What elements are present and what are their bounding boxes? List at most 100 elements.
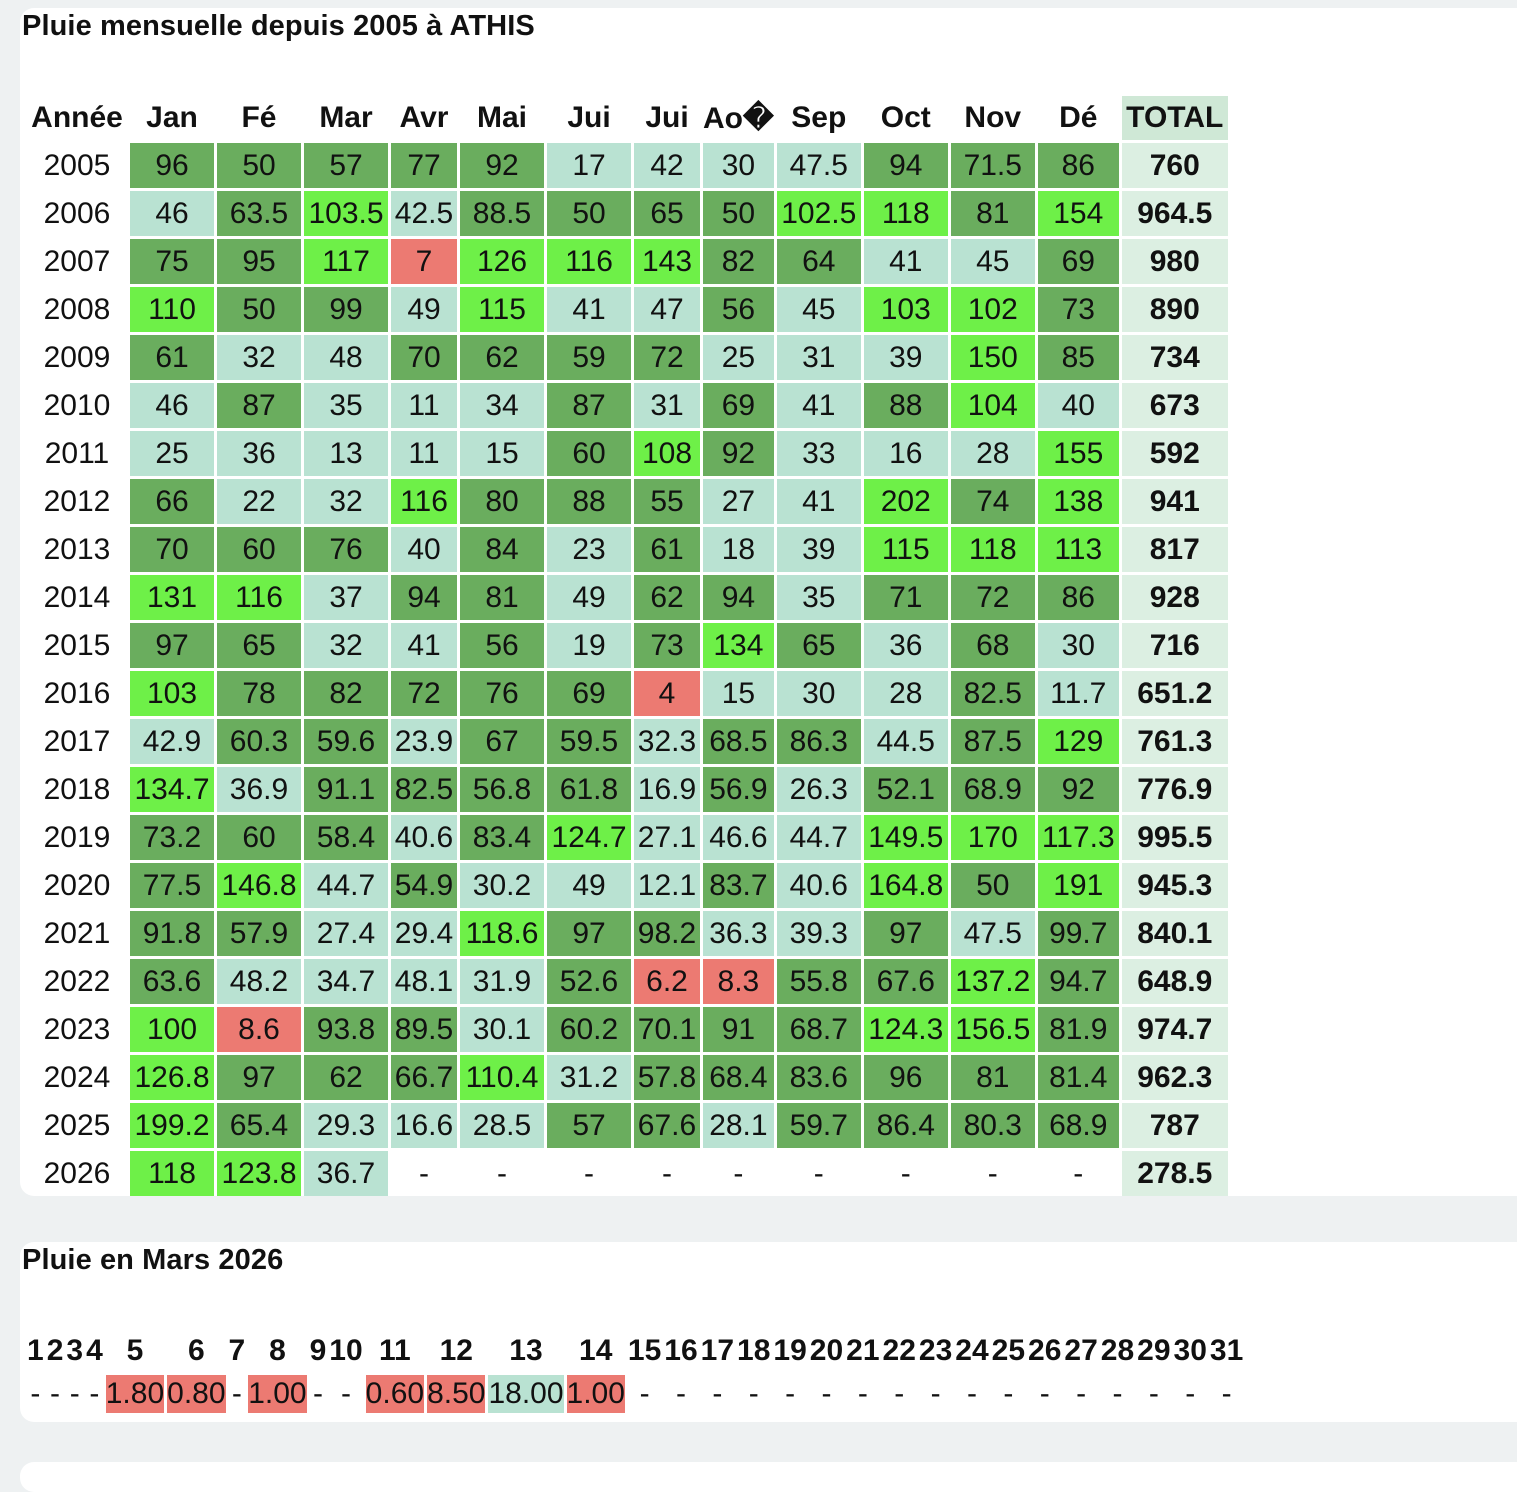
daily-value-cell: -	[1185, 1377, 1196, 1410]
rain-value-cell: 18	[703, 527, 774, 572]
rain-value-cell: 56.9	[703, 767, 774, 812]
rain-value-cell: 91.8	[130, 911, 214, 956]
rain-value-cell: 39.3	[776, 911, 861, 956]
day-header: 12	[439, 1334, 473, 1367]
rain-value-cell: 156.5	[950, 1007, 1035, 1052]
rain-value-cell: 70.1	[634, 1007, 700, 1052]
rain-value-cell: 117	[304, 239, 388, 284]
daily-value-cell: -	[930, 1377, 941, 1410]
rain-value-cell: 44.7	[304, 863, 388, 908]
year-cell: 2024	[43, 1060, 111, 1094]
daily-value-cell: -	[748, 1377, 759, 1410]
rain-value-cell: 72	[950, 575, 1035, 620]
daily-value-cell: -	[639, 1377, 650, 1410]
rain-value-cell: 29.3	[304, 1103, 388, 1148]
rain-value-cell: 70	[391, 335, 457, 380]
rain-value-cell: 61.8	[547, 767, 631, 812]
rain-value-cell: 36	[863, 623, 948, 668]
rain-value-cell: 126	[460, 239, 544, 284]
rain-value-cell: 15	[460, 431, 544, 476]
rain-value-cell: 35	[776, 575, 861, 620]
rain-value-cell: 81	[460, 575, 544, 620]
rain-value-cell: 137.2	[950, 959, 1035, 1004]
year-cell: 2016	[43, 676, 111, 710]
rain-value-cell: 71.5	[950, 143, 1035, 188]
rain-value-cell: 78	[217, 671, 301, 716]
rain-value-cell: 61	[634, 527, 700, 572]
rain-value-cell: 81.9	[1037, 1007, 1119, 1052]
daily-values-row: - - - -1.80 0.80-1.00- -0.60 8.50 18.00 1.00- - - -…	[27, 1375, 1243, 1413]
rain-value-cell: 41	[776, 479, 861, 524]
rain-value-cell: 49	[391, 287, 457, 332]
total-cell: 941	[1121, 479, 1228, 524]
rain-value-cell: 19	[547, 623, 631, 668]
rain-value-cell: 50	[950, 863, 1035, 908]
rain-value-cell: -	[662, 1156, 672, 1190]
rain-value-cell: 62	[634, 575, 700, 620]
rain-value-cell: 31.2	[547, 1055, 631, 1100]
year-cell: 2013	[43, 532, 111, 566]
daily-header-row: 1 2 3 4 5 6 7 8 9 10 11 12 13 14 15 16 17 18 19 20 21 22 23 24 2…	[27, 1333, 1243, 1369]
rain-value-cell: 113	[1037, 527, 1119, 572]
day-header: 11	[379, 1334, 411, 1367]
day-header: 29	[1137, 1334, 1171, 1367]
rain-value-cell: 97	[863, 911, 948, 956]
day-header: 3	[66, 1334, 84, 1367]
rain-value-cell: 36.3	[703, 911, 774, 956]
rain-value-cell: 50	[217, 287, 301, 332]
rain-value-cell: 52.1	[863, 767, 948, 812]
rain-value-cell: 108	[634, 431, 700, 476]
rain-value-cell: -	[584, 1156, 594, 1190]
table-row: 2015 97 65 32 41 56 19 73 134 65 36 68 30 716	[27, 623, 1228, 668]
year-cell: 2007	[43, 244, 111, 278]
rain-value-cell: 30.1	[460, 1007, 544, 1052]
rain-value-cell: 82	[304, 671, 388, 716]
total-cell: 840.1	[1121, 911, 1228, 956]
table-row: 2025 199.2 65.4 29.3 16.6 28.5 57 67.6 28.1 59.7 8…	[27, 1103, 1228, 1148]
total-cell: 734	[1121, 335, 1228, 380]
rain-value-cell: 39	[863, 335, 948, 380]
rain-value-cell: 115	[460, 287, 544, 332]
month-column-header: Fé	[241, 101, 277, 134]
daily-value-cell: -	[821, 1377, 832, 1410]
rain-value-cell: 57	[304, 143, 388, 188]
rain-value-cell: 47	[634, 287, 700, 332]
rain-value-cell: 115	[863, 527, 948, 572]
rain-value-cell: 42.5	[391, 191, 457, 236]
rain-value-cell: 118	[863, 191, 948, 236]
rain-value-cell: 28	[950, 431, 1035, 476]
rain-value-cell: 16.9	[634, 767, 700, 812]
rain-value-cell: 99	[304, 287, 388, 332]
rain-value-cell: 118.6	[460, 911, 544, 956]
rain-value-cell: 52.6	[547, 959, 631, 1004]
rain-value-cell: 46.6	[703, 815, 774, 860]
daily-value-cell: -	[89, 1377, 100, 1410]
table-row: 2013 70 60 76 40 84 23 61 18 39 115 118 113 817	[27, 527, 1228, 572]
rain-value-cell: 118	[130, 1151, 214, 1196]
rain-value-cell: 33	[776, 431, 861, 476]
daily-value-cell: -	[785, 1377, 796, 1410]
rain-value-cell: 45	[950, 239, 1035, 284]
rain-value-cell: 56	[703, 287, 774, 332]
rain-value-cell: 6.2	[634, 959, 700, 1004]
next-card	[20, 1462, 1517, 1492]
daily-value-cell: 18.00	[488, 1375, 564, 1413]
rain-value-cell: 48.2	[217, 959, 301, 1004]
day-header: 22	[882, 1334, 916, 1367]
month-column-header: Ao�	[703, 101, 774, 135]
day-header: 17	[700, 1334, 735, 1367]
rain-value-cell: 68.9	[1037, 1103, 1119, 1148]
rain-value-cell: 73.2	[130, 815, 214, 860]
rain-value-cell: 103	[863, 287, 948, 332]
daily-value-cell: 8.50	[427, 1375, 486, 1413]
year-cell: 2008	[43, 292, 111, 326]
month-column-header: Avr	[399, 101, 449, 134]
rain-value-cell: 59	[547, 335, 631, 380]
day-header: 27	[1064, 1334, 1098, 1367]
rain-value-cell: 31.9	[460, 959, 544, 1004]
rain-value-cell: 17	[547, 143, 631, 188]
monthly-rain-title: Pluie mensuelle depuis 2005 à ATHIS	[22, 10, 535, 42]
daily-value-cell: -	[1221, 1377, 1232, 1410]
rain-value-cell: 44.5	[863, 719, 948, 764]
month-column-header: Jan	[146, 101, 198, 134]
